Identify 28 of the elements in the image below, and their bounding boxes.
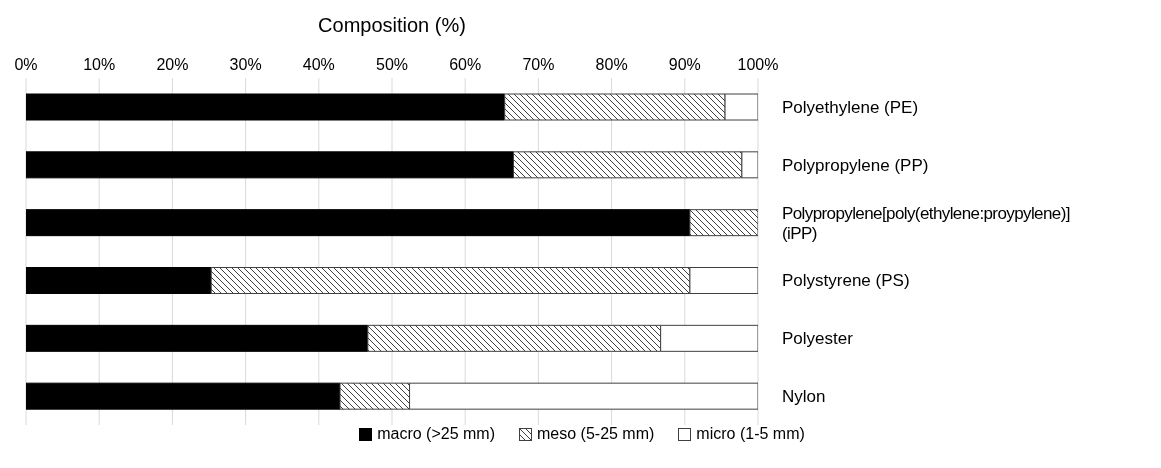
x-tick-label: 90% (668, 56, 701, 73)
bar (26, 209, 691, 237)
bar (26, 93, 506, 121)
x-axis-title: Composition (%) (318, 14, 466, 37)
x-tick-label: 40% (302, 56, 335, 73)
x-tick-label: 70% (522, 56, 555, 73)
y-tick-label: Polypropylene (PP) (782, 155, 929, 175)
x-tick-label: 20% (156, 56, 189, 73)
x-tick-label: 80% (595, 56, 628, 73)
legend-label: meso (5-25 mm) (537, 425, 655, 443)
y-tick-label: Polyester (782, 329, 854, 349)
bar (26, 324, 369, 352)
bar (26, 151, 515, 179)
y-tick-label: Polypropylene[poly(ethylene:proypylene)] (iPP) (782, 203, 1070, 243)
bar (26, 267, 212, 294)
x-tick-label: 0% (14, 56, 38, 73)
x-tick-label: 30% (229, 56, 262, 73)
x-tick-label: 100% (737, 56, 779, 73)
x-tick-label: 50% (375, 56, 409, 73)
bar (26, 382, 341, 410)
y-tick-label: Nylon (782, 387, 826, 407)
legend-label: macro (>25 mm) (377, 425, 495, 443)
x-tick-label: 60% (449, 56, 482, 73)
y-tick-label: Polyethylene (PE) (782, 97, 919, 117)
legend-label: micro (1-5 mm) (696, 425, 805, 443)
x-tick-label: 10% (83, 56, 116, 73)
bar (689, 209, 758, 237)
y-tick-label: Polystyrene (PS) (782, 271, 910, 291)
